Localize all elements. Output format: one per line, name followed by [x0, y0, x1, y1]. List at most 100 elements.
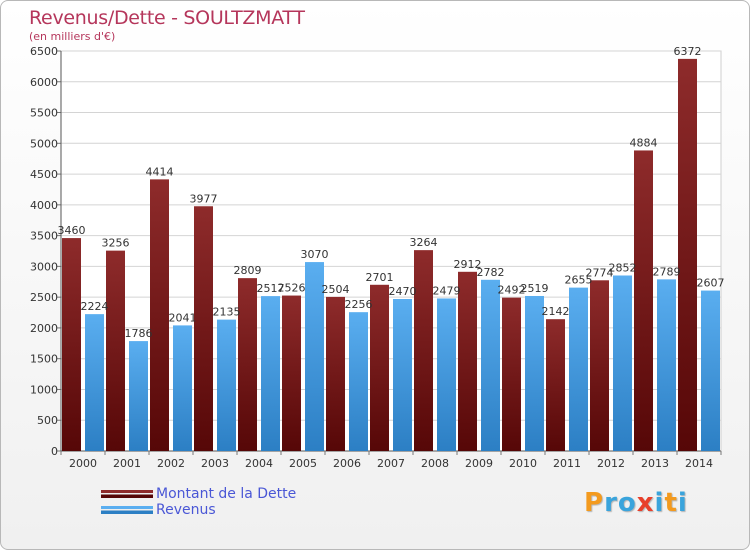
logo-letter: P [584, 488, 605, 518]
y-tick-label: 1000 [30, 383, 58, 396]
data-label-debt: 2774 [586, 266, 614, 279]
data-label-debt: 2912 [454, 258, 482, 271]
y-tick-label: 6000 [30, 76, 58, 89]
x-tick-label: 2002 [157, 457, 185, 470]
grid-layer [57, 50, 722, 455]
bar-revenue [481, 279, 500, 451]
bar-revenue [393, 299, 412, 451]
x-tick-label: 2010 [509, 457, 537, 470]
data-label-debt: 2701 [366, 271, 394, 284]
data-label-revenue: 3070 [301, 248, 329, 261]
x-tick-label: 2003 [201, 457, 229, 470]
data-label-debt: 4414 [146, 165, 174, 178]
y-tick-label: 0 [51, 445, 58, 458]
y-tick-label: 2500 [30, 291, 58, 304]
data-label-revenue: 2224 [81, 300, 109, 313]
data-label-revenue: 2041 [169, 311, 197, 324]
data-label-debt: 4884 [630, 136, 658, 149]
x-tick-label: 2012 [597, 457, 625, 470]
legend-swatch-debt [101, 490, 153, 498]
data-label-debt: 2526 [278, 282, 306, 295]
bar-debt [194, 206, 213, 451]
data-label-debt: 6372 [674, 45, 702, 58]
bar-revenue [525, 295, 544, 451]
x-tick-label: 2013 [641, 457, 669, 470]
data-label-debt: 2142 [542, 305, 570, 318]
bar-revenue [437, 298, 456, 451]
logo-letter: t [664, 488, 678, 518]
data-label-revenue: 2256 [345, 298, 373, 311]
x-tick-label: 2007 [377, 457, 405, 470]
y-tick-label: 6500 [30, 45, 58, 58]
data-label-debt: 3977 [190, 192, 218, 205]
x-tick-label: 2000 [69, 457, 97, 470]
y-tick-label: 4000 [30, 199, 58, 212]
bar-revenue [85, 314, 104, 451]
logo-letter: r [604, 488, 618, 518]
data-label-debt: 2809 [234, 264, 262, 277]
legend-label-revenue: Revenus [156, 502, 216, 518]
proxiti-logo: Proxiti [584, 488, 688, 518]
y-tick-label: 5500 [30, 107, 58, 120]
data-label-revenue: 2789 [653, 265, 681, 278]
chart-subtitle: (en milliers d'€) [29, 30, 116, 43]
x-tick-label: 2009 [465, 457, 493, 470]
x-tick-label: 2011 [553, 457, 581, 470]
logo-letter: o [617, 488, 637, 518]
legend-label-debt: Montant de la Dette [156, 486, 297, 502]
bar-revenue [173, 325, 192, 451]
bars-layer [62, 58, 720, 451]
data-label-revenue: 2470 [389, 285, 417, 298]
x-tick-label: 2006 [333, 457, 361, 470]
logo-letter: i [677, 488, 688, 518]
labels-layer: 0 500 1000 1500 2000 2500 3000 3500 4000 4500 5000… [30, 45, 725, 470]
bar-debt [502, 297, 521, 451]
data-label-revenue: 2519 [521, 282, 549, 295]
bar-revenue [305, 262, 324, 451]
bar-revenue [217, 319, 236, 451]
x-tick-label: 2004 [245, 457, 273, 470]
data-label-revenue: 2782 [477, 266, 505, 279]
data-label-revenue: 2479 [433, 284, 461, 297]
bar-debt [150, 179, 169, 451]
data-label-debt: 2492 [498, 284, 526, 297]
data-label-revenue: 2517 [257, 282, 285, 295]
y-tick-label: 4500 [30, 168, 58, 181]
data-label-revenue: 1786 [125, 327, 153, 340]
data-label-revenue: 2607 [697, 277, 725, 290]
x-tick-label: 2008 [421, 457, 449, 470]
data-label-revenue: 2852 [609, 261, 637, 274]
data-label-revenue: 2135 [213, 306, 241, 319]
data-label-debt: 3460 [58, 224, 86, 237]
y-tick-label: 3000 [30, 260, 58, 273]
bar-revenue [613, 275, 632, 451]
data-label-debt: 2504 [322, 283, 350, 296]
bar-debt [414, 250, 433, 451]
bar-debt [326, 296, 345, 451]
y-tick-label: 2000 [30, 322, 58, 335]
bar-debt [678, 58, 697, 451]
x-tick-label: 2005 [289, 457, 317, 470]
bar-debt [546, 319, 565, 451]
x-tick-label: 2001 [113, 457, 141, 470]
bar-revenue [261, 296, 280, 451]
bar-debt [634, 150, 653, 451]
data-label-revenue: 2655 [565, 274, 593, 287]
bar-debt [458, 271, 477, 451]
bar-debt [370, 284, 389, 451]
chart-title: Revenus/Dette - SOULTZMATT [29, 7, 305, 29]
y-tick-label: 3500 [30, 230, 58, 243]
y-tick-label: 500 [37, 414, 58, 427]
bar-revenue [701, 290, 720, 451]
bar-revenue [349, 312, 368, 451]
bar-debt [106, 250, 125, 451]
bar-debt [590, 280, 609, 451]
bar-revenue [657, 279, 676, 451]
logo-letter: x [636, 488, 655, 518]
y-tick-label: 1500 [30, 353, 58, 366]
legend-swatch-revenue [101, 506, 153, 514]
plot-area [60, 50, 722, 452]
x-tick-label: 2014 [685, 457, 713, 470]
